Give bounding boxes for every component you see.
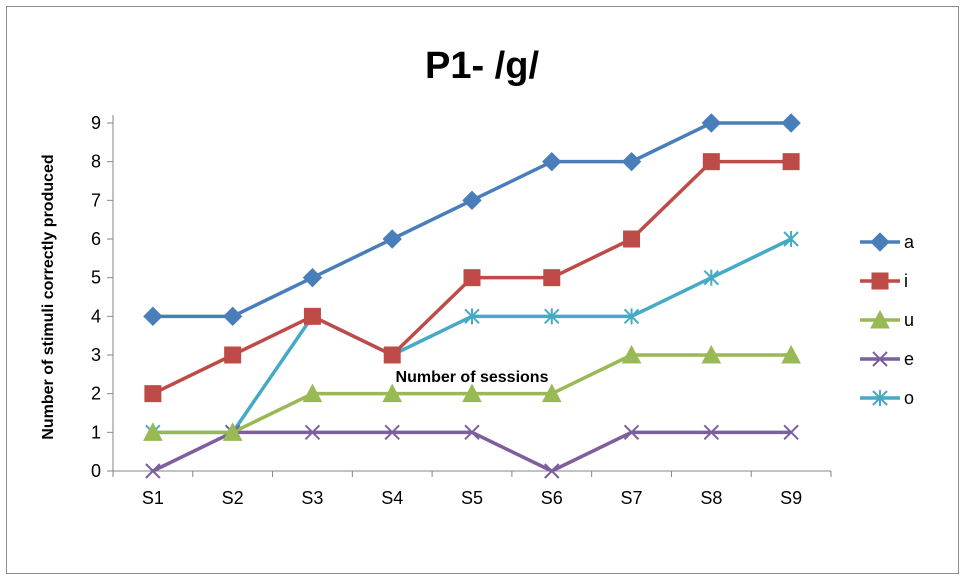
data-point-o xyxy=(703,269,720,286)
data-point-u xyxy=(541,383,562,403)
y-tick-label: 8 xyxy=(91,152,101,172)
y-tick-label: 6 xyxy=(91,229,101,249)
data-point-u xyxy=(143,422,163,441)
legend-label-e: e xyxy=(904,349,914,369)
data-point-u xyxy=(621,344,642,364)
data-point-e xyxy=(544,463,560,479)
data-point-a xyxy=(701,113,722,133)
y-axis-title: Number of stimuli correctly produced xyxy=(40,154,57,439)
y-tick-label: 1 xyxy=(91,422,101,442)
data-point-e xyxy=(783,424,799,441)
data-point-e xyxy=(145,463,161,479)
y-tick-label: 2 xyxy=(91,384,101,404)
data-point-u xyxy=(302,383,323,403)
y-tick-label: 9 xyxy=(91,113,101,133)
data-point-i xyxy=(543,269,561,287)
data-point-o xyxy=(464,308,480,325)
x-tick-label: S5 xyxy=(461,488,483,508)
y-tick-label: 4 xyxy=(91,306,101,326)
data-point-i xyxy=(702,153,720,171)
data-point-a xyxy=(143,306,163,327)
data-point-e xyxy=(464,424,480,441)
series-line-e xyxy=(152,430,792,473)
legend-label-o: o xyxy=(904,388,914,408)
data-point-a xyxy=(302,267,323,288)
y-tick-label: 0 xyxy=(91,461,101,481)
legend-marker-i xyxy=(871,272,889,290)
data-point-i xyxy=(224,346,242,364)
legend-marker-u xyxy=(870,309,890,329)
legend-marker-a xyxy=(870,232,890,252)
data-point-a xyxy=(621,151,642,172)
data-point-u xyxy=(781,344,801,364)
y-tick-label: 5 xyxy=(91,268,101,288)
data-point-e xyxy=(304,424,321,441)
data-point-i xyxy=(144,385,162,403)
data-point-o xyxy=(783,231,799,247)
y-tick-label: 7 xyxy=(91,190,101,210)
legend-marker-o xyxy=(872,390,888,406)
x-tick-label: S9 xyxy=(780,488,802,508)
data-point-i xyxy=(623,230,641,248)
data-point-u xyxy=(382,383,403,403)
chart-frame xyxy=(6,6,959,574)
data-point-o xyxy=(623,308,640,325)
data-point-e xyxy=(703,424,720,441)
chart-title: P1- /g/ xyxy=(425,45,539,87)
x-tick-label: S2 xyxy=(222,488,244,508)
data-point-e xyxy=(384,424,400,441)
data-point-a xyxy=(542,151,562,172)
data-point-i xyxy=(463,269,481,287)
legend-label-i: i xyxy=(904,271,908,291)
y-tick-label: 3 xyxy=(91,345,101,365)
data-point-u xyxy=(222,422,243,441)
x-tick-label: S8 xyxy=(700,488,722,508)
data-point-a xyxy=(462,190,482,211)
data-point-u xyxy=(462,383,482,403)
legend-label-a: a xyxy=(904,232,915,252)
data-point-a xyxy=(222,306,243,327)
data-point-i xyxy=(303,307,321,325)
data-point-i xyxy=(782,153,800,171)
data-point-a xyxy=(382,229,402,249)
data-point-i xyxy=(383,346,401,364)
x-tick-label: S1 xyxy=(142,488,164,508)
x-axis-title: Number of sessions xyxy=(396,369,549,386)
plot-area: 0 1 2 3 4 5 6 7 8 9 S1 S2 S3 S4 S5 S6 S7 S8 S9 xyxy=(91,113,832,508)
x-tick-label: S4 xyxy=(381,488,403,508)
data-point-u xyxy=(701,344,722,364)
series-line-o xyxy=(152,237,792,435)
x-tick-label: S7 xyxy=(621,488,643,508)
data-point-o xyxy=(544,308,560,325)
x-tick-label: S3 xyxy=(301,488,323,508)
data-point-e xyxy=(623,424,640,441)
x-tick-label: S6 xyxy=(541,488,563,508)
legend-marker-e xyxy=(872,351,888,367)
data-point-a xyxy=(781,113,801,133)
legend-label-u: u xyxy=(904,310,914,330)
